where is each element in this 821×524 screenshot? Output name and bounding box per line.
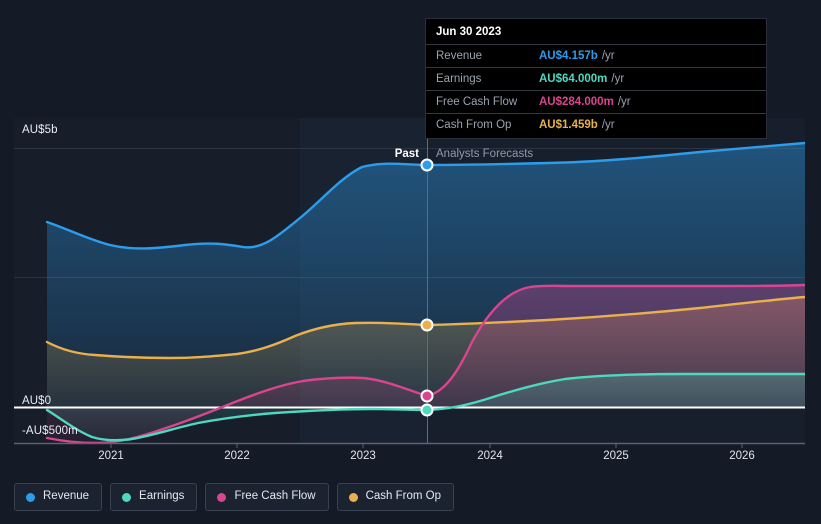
legend-dot-free-cash-flow-icon xyxy=(217,492,227,502)
analysts-forecasts-label: Analysts Forecasts xyxy=(436,148,534,160)
legend-label-cash-from-op: Cash From Op xyxy=(365,490,442,503)
tooltip-value-earnings: AU$64.000m xyxy=(539,73,608,85)
x-axis-label-2025: 2025 xyxy=(603,450,629,462)
tooltip-row-revenue: Revenue AU$4.157b /yr xyxy=(426,44,766,67)
tooltip-row-free-cash-flow: Free Cash Flow AU$284.000m /yr xyxy=(426,90,766,113)
legend-dot-cash-from-op-icon xyxy=(348,492,358,502)
legend-label-earnings: Earnings xyxy=(139,490,185,503)
legend-item-earnings[interactable]: Earnings xyxy=(110,483,198,511)
tooltip-value-free-cash-flow: AU$284.000m xyxy=(539,96,614,108)
legend-dot-revenue-icon xyxy=(26,492,35,502)
legend-item-cash-from-op[interactable]: Cash From Op xyxy=(336,483,455,511)
tooltip-unit-free-cash-flow: /yr xyxy=(617,96,631,108)
x-axis-ticks xyxy=(110,443,743,448)
y-axis-label-negative: -AU$500m xyxy=(22,425,78,437)
marker-cash-from-op[interactable] xyxy=(420,318,434,332)
tooltip-unit-cash-from-op: /yr xyxy=(601,119,615,131)
x-axis-label-2021: 2021 xyxy=(98,450,124,462)
marker-free-cash-flow[interactable] xyxy=(420,389,434,403)
legend-dot-earnings-icon xyxy=(122,492,132,502)
tooltip-unit-revenue: /yr xyxy=(601,50,615,62)
tooltip-value-revenue: AU$4.157b xyxy=(539,50,598,62)
tooltip-value-cash-from-op: AU$1.459b xyxy=(539,119,598,131)
series-line-revenue xyxy=(45,141,805,250)
past-label: Past xyxy=(394,148,419,160)
tooltip-label-free-cash-flow: Free Cash Flow xyxy=(436,96,518,108)
data-tooltip: Jun 30 2023 Revenue AU$4.157b /yr Earnin… xyxy=(425,18,767,139)
chart-legend: Revenue Earnings Free Cash Flow Cash Fro… xyxy=(14,483,455,511)
tooltip-label-earnings: Earnings xyxy=(436,73,482,85)
series-line-earnings xyxy=(45,372,805,442)
legend-item-free-cash-flow[interactable]: Free Cash Flow xyxy=(205,483,329,511)
legend-item-revenue[interactable]: Revenue xyxy=(14,483,103,511)
series-line-free-cash-flow xyxy=(45,283,805,443)
data-point-markers xyxy=(420,158,434,417)
series-line-cash-from-op xyxy=(45,295,805,360)
x-axis-label-2022: 2022 xyxy=(224,450,250,462)
y-axis-label-zero: AU$0 xyxy=(22,395,52,407)
tooltip-date: Jun 30 2023 xyxy=(436,26,502,38)
tooltip-unit-earnings: /yr xyxy=(611,73,625,85)
y-axis-label-top: AU$5b xyxy=(22,124,58,136)
tooltip-label-cash-from-op: Cash From Op xyxy=(436,119,512,131)
x-axis-label-2026: 2026 xyxy=(729,450,755,462)
legend-label-revenue: Revenue xyxy=(43,490,90,503)
x-axis-label-2023: 2023 xyxy=(350,450,376,462)
tooltip-row-cash-from-op: Cash From Op AU$1.459b /yr xyxy=(426,113,766,136)
legend-label-free-cash-flow: Free Cash Flow xyxy=(234,490,316,503)
tooltip-row-earnings: Earnings AU$64.000m /yr xyxy=(426,67,766,90)
marker-earnings[interactable] xyxy=(420,403,434,417)
marker-revenue[interactable] xyxy=(420,158,434,172)
tooltip-label-revenue: Revenue xyxy=(436,50,483,62)
x-axis-label-2024: 2024 xyxy=(477,450,503,462)
